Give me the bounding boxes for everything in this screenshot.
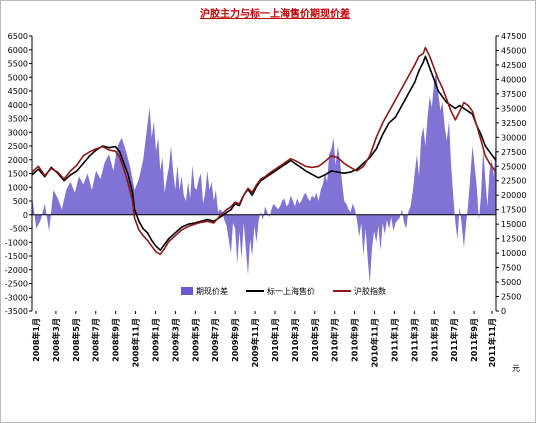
x-axis-tick-label: 2010年9月 [350, 318, 360, 362]
price-lines-layer [31, 46, 497, 256]
right-axis-tick-label: 12500 [501, 235, 526, 244]
right-axis-tick-label: 5000 [501, 278, 521, 287]
left-axis-tick-label: -2500 [5, 280, 28, 289]
left-axis-tick-label: -3500 [5, 307, 28, 316]
right-axis-tick-label: 0 [501, 307, 506, 316]
right-axis-tick-label: 45000 [501, 46, 526, 55]
x-axis-tick-label: 2008年11月 [131, 318, 141, 367]
left-axis-tick-label: 2500 [8, 142, 28, 151]
x-axis-tick-label: 2011年5月 [429, 318, 439, 362]
right-axis-tick-label: 22500 [501, 177, 526, 186]
legend-label-spread: 期现价差 [196, 286, 228, 296]
left-axis-tick-label: 4000 [8, 101, 28, 110]
x-axis-tick-label: 2011年3月 [409, 318, 419, 362]
spread-area-layer [32, 71, 496, 284]
x-axis-tick-label: 2011年11月 [487, 318, 497, 367]
left-axis-tick-label: 3000 [8, 128, 28, 137]
x-axis-tick-label: 2009年5月 [190, 318, 200, 362]
left-axis-tick-label: -500 [10, 225, 28, 234]
series-spread-area [32, 71, 496, 284]
left-axis-tick-label: -1500 [5, 252, 28, 261]
left-axis-tick-label: 1500 [8, 170, 28, 179]
left-axis-tick-label: 3500 [8, 115, 28, 124]
x-axis-tick-label: 2011年7月 [449, 318, 459, 362]
right-axis-tick-label: 42500 [501, 61, 526, 70]
x-axis-tick-label: 2009年1月 [150, 318, 160, 362]
x-axis-tick-label: 2010年11月 [370, 318, 380, 367]
right-axis-tick-label: 2500 [501, 293, 521, 302]
series-spot-price-line [31, 55, 497, 251]
right-axis-tick-label: 40000 [501, 75, 526, 84]
right-axis-tick-label: 7500 [501, 264, 521, 273]
x-axis-tick-label: 2008年7月 [91, 318, 101, 362]
left-axis-tick-label: 2000 [8, 156, 28, 165]
right-axis-tick-label: 47500 [501, 32, 526, 41]
x-axis-tick-label: 2008年5月 [71, 318, 81, 362]
left-axis-tick-label: 5000 [8, 73, 28, 82]
left-axis-tick-label: 500 [13, 197, 28, 206]
x-axis-tick-label: 2009年9月 [230, 318, 240, 362]
right-axis-tick-label: 27500 [501, 148, 526, 157]
right-axis-tick-label: 25000 [501, 162, 526, 171]
x-axis-tick-label: 2009年11月 [250, 318, 260, 367]
left-axis-tick-label: 5500 [8, 60, 28, 69]
x-axis-tick-label: 2011年1月 [389, 318, 399, 362]
x-axis-tick-label: 2010年3月 [290, 318, 300, 362]
legend-label-spot: 标一上海售价 [267, 286, 315, 296]
x-axis-tick-label: 2008年3月 [51, 318, 61, 362]
left-axis-tick-label: 1000 [8, 183, 28, 192]
x-axis-tick-label: 2009年7月 [210, 318, 220, 362]
series-futures-index-line [31, 46, 497, 256]
left-axis-tick-label: 0 [23, 211, 28, 220]
right-axis-unit: 元 [512, 364, 520, 373]
x-axis-tick-label: 2011年9月 [469, 318, 479, 362]
axes-layer: 6500600055005000450040003500300025002000… [5, 32, 527, 367]
left-axis-tick-label: -1000 [5, 238, 28, 247]
legend-swatch-spread [181, 287, 193, 295]
right-axis-tick-label: 30000 [501, 133, 526, 142]
left-axis-tick-label: 6500 [8, 32, 28, 41]
right-axis-tick-label: 35000 [501, 104, 526, 113]
legend-label-futures: 沪胶指数 [354, 286, 386, 296]
chart-title: 沪胶主力与标一上海售价期现价差 [200, 7, 350, 20]
right-axis-tick-label: 32500 [501, 119, 526, 128]
left-axis-tick-label: 4500 [8, 87, 28, 96]
x-axis-tick-label: 2010年5月 [310, 318, 320, 362]
left-axis-tick-label: -3000 [5, 293, 28, 302]
left-axis-tick-label: 6000 [8, 46, 28, 55]
x-axis-tick-label: 2008年9月 [111, 318, 121, 362]
legend: 期现价差 标一上海售价 沪胶指数 [181, 286, 386, 296]
right-axis-tick-label: 20000 [501, 191, 526, 200]
x-axis-tick-label: 2010年7月 [330, 318, 340, 362]
left-axis-tick-label: -2000 [5, 266, 28, 275]
x-axis-tick-label: 2008年1月 [31, 318, 41, 362]
x-axis-tick-label: 2009年3月 [170, 318, 180, 362]
right-axis-tick-label: 17500 [501, 206, 526, 215]
x-axis-tick-label: 2010年1月 [270, 318, 280, 362]
right-axis-tick-label: 15000 [501, 220, 526, 229]
right-axis-tick-label: 37500 [501, 90, 526, 99]
right-axis-tick-label: 10000 [501, 249, 526, 258]
